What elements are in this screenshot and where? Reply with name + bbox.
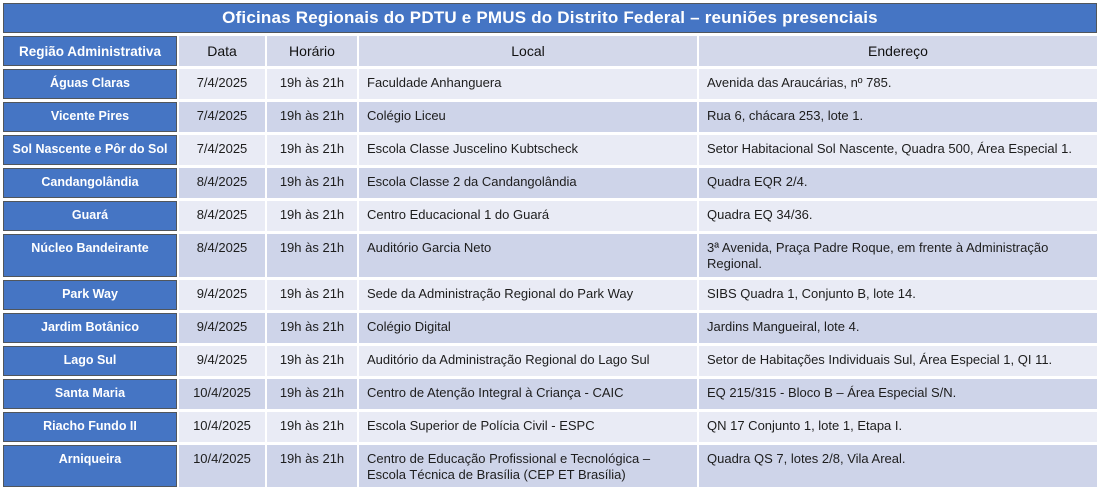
- row-region-label: Jardim Botânico: [3, 313, 177, 343]
- row-address: Rua 6, chácara 253, lote 1.: [699, 102, 1097, 132]
- row-time: 19h às 21h: [267, 313, 357, 343]
- row-venue: Centro Educacional 1 do Guará: [359, 201, 697, 231]
- row-time: 19h às 21h: [267, 445, 357, 487]
- row-address: Setor Habitacional Sol Nascente, Quadra …: [699, 135, 1097, 165]
- row-venue: Auditório Garcia Neto: [359, 234, 697, 277]
- column-header-horario: Horário: [267, 36, 357, 66]
- row-address: Avenida das Araucárias, nº 785.: [699, 69, 1097, 99]
- row-time: 19h às 21h: [267, 168, 357, 198]
- row-address: QN 17 Conjunto 1, lote 1, Etapa I.: [699, 412, 1097, 442]
- row-date: 8/4/2025: [179, 234, 265, 277]
- row-region-label: Vicente Pires: [3, 102, 177, 132]
- row-region-label: Park Way: [3, 280, 177, 310]
- row-date: 10/4/2025: [179, 412, 265, 442]
- row-date: 10/4/2025: [179, 445, 265, 487]
- column-header-endereco: Endereço: [699, 36, 1097, 66]
- row-region-label: Riacho Fundo II: [3, 412, 177, 442]
- row-venue: Colégio Liceu: [359, 102, 697, 132]
- row-date: 7/4/2025: [179, 102, 265, 132]
- row-venue: Faculdade Anhanguera: [359, 69, 697, 99]
- row-date: 9/4/2025: [179, 280, 265, 310]
- row-address: Quadra EQR 2/4.: [699, 168, 1097, 198]
- row-time: 19h às 21h: [267, 234, 357, 277]
- row-address: EQ 215/315 - Bloco B – Área Especial S/N…: [699, 379, 1097, 409]
- row-date: 10/4/2025: [179, 379, 265, 409]
- row-time: 19h às 21h: [267, 412, 357, 442]
- table-grid: Oficinas Regionais do PDTU e PMUS do Dis…: [3, 3, 1097, 487]
- row-address: Setor de Habitações Individuais Sul, Áre…: [699, 346, 1097, 376]
- row-address: 3ª Avenida, Praça Padre Roque, em frente…: [699, 234, 1097, 277]
- column-header-regiao: Região Administrativa: [3, 36, 177, 66]
- row-address: Jardins Mangueiral, lote 4.: [699, 313, 1097, 343]
- row-time: 19h às 21h: [267, 201, 357, 231]
- row-region-label: Águas Claras: [3, 69, 177, 99]
- row-region-label: Candangolândia: [3, 168, 177, 198]
- row-region-label: Arniqueira: [3, 445, 177, 487]
- row-date: 9/4/2025: [179, 313, 265, 343]
- row-venue: Auditório da Administração Regional do L…: [359, 346, 697, 376]
- row-venue: Escola Classe 2 da Candangolândia: [359, 168, 697, 198]
- row-venue: Centro de Educação Profissional e Tecnol…: [359, 445, 697, 487]
- row-time: 19h às 21h: [267, 379, 357, 409]
- row-address: Quadra EQ 34/36.: [699, 201, 1097, 231]
- row-region-label: Núcleo Bandeirante: [3, 234, 177, 277]
- row-address: Quadra QS 7, lotes 2/8, Vila Areal.: [699, 445, 1097, 487]
- row-time: 19h às 21h: [267, 346, 357, 376]
- row-time: 19h às 21h: [267, 102, 357, 132]
- row-date: 7/4/2025: [179, 69, 265, 99]
- row-venue: Colégio Digital: [359, 313, 697, 343]
- row-venue: Centro de Atenção Integral à Criança - C…: [359, 379, 697, 409]
- row-date: 8/4/2025: [179, 201, 265, 231]
- column-header-data: Data: [179, 36, 265, 66]
- row-region-label: Guará: [3, 201, 177, 231]
- column-header-local: Local: [359, 36, 697, 66]
- row-venue: Escola Classe Juscelino Kubtscheck: [359, 135, 697, 165]
- row-date: 9/4/2025: [179, 346, 265, 376]
- row-region-label: Sol Nascente e Pôr do Sol: [3, 135, 177, 165]
- row-time: 19h às 21h: [267, 135, 357, 165]
- table-title: Oficinas Regionais do PDTU e PMUS do Dis…: [3, 3, 1097, 33]
- row-address: SIBS Quadra 1, Conjunto B, lote 14.: [699, 280, 1097, 310]
- row-date: 7/4/2025: [179, 135, 265, 165]
- row-time: 19h às 21h: [267, 280, 357, 310]
- row-region-label: Santa Maria: [3, 379, 177, 409]
- row-venue: Escola Superior de Polícia Civil - ESPC: [359, 412, 697, 442]
- row-date: 8/4/2025: [179, 168, 265, 198]
- row-venue: Sede da Administração Regional do Park W…: [359, 280, 697, 310]
- row-region-label: Lago Sul: [3, 346, 177, 376]
- row-time: 19h às 21h: [267, 69, 357, 99]
